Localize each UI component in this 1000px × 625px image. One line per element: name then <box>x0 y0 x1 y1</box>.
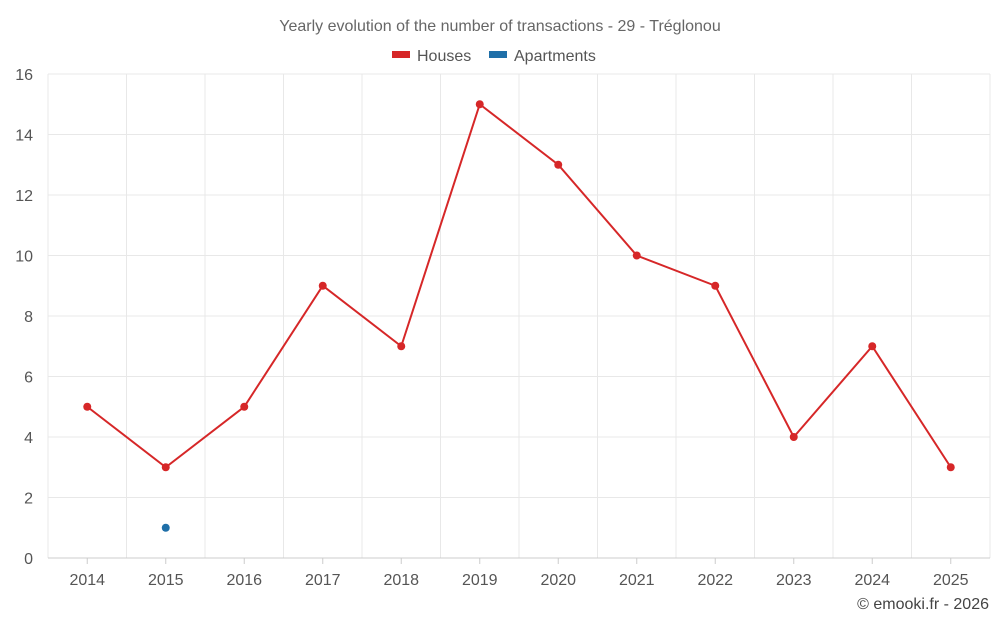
data-point-houses-2019[interactable] <box>475 100 484 109</box>
series-houses <box>83 100 955 472</box>
x-tick-label: 2017 <box>305 572 341 589</box>
x-axis: 2014 2015 2016 2017 2018 2019 2020 2021 2022 2023… <box>69 558 969 589</box>
data-point-houses-2017[interactable] <box>318 281 327 290</box>
y-tick-label: 2 <box>24 491 33 508</box>
legend: Houses Apartments <box>392 48 596 65</box>
x-tick-label: 2021 <box>619 572 655 589</box>
series <box>83 100 955 532</box>
data-point-houses-2018[interactable] <box>397 342 406 351</box>
data-point-houses-2024[interactable] <box>868 342 877 351</box>
y-tick-label: 6 <box>24 370 33 387</box>
y-tick-label: 14 <box>15 128 33 145</box>
data-point-apartments-2015[interactable] <box>161 523 170 532</box>
y-tick-label: 12 <box>15 188 33 205</box>
data-point-houses-2016[interactable] <box>240 402 249 411</box>
legend-swatch-houses[interactable] <box>392 51 410 58</box>
y-tick-label: 8 <box>24 309 33 326</box>
series-apartments <box>161 523 170 532</box>
y-tick-label: 16 <box>15 67 33 84</box>
legend-swatch-apartments[interactable] <box>489 51 507 58</box>
data-point-houses-2022[interactable] <box>711 281 720 290</box>
y-axis: 0 2 4 6 8 10 12 14 16 <box>15 67 33 568</box>
x-tick-label: 2023 <box>776 572 812 589</box>
series-line-houses <box>86 102 952 469</box>
grid <box>47 73 991 559</box>
x-tick-label: 2022 <box>697 572 733 589</box>
data-point-houses-2014[interactable] <box>83 402 92 411</box>
x-tick-label: 2014 <box>69 572 105 589</box>
x-tick-label: 2024 <box>854 572 890 589</box>
x-tick-label: 2020 <box>540 572 576 589</box>
data-point-houses-2023[interactable] <box>789 433 798 441</box>
x-tick-label: 2018 <box>383 572 419 589</box>
x-tick-label: 2019 <box>462 572 498 589</box>
data-point-houses-2025[interactable] <box>946 463 955 472</box>
x-tick-label: 2015 <box>148 572 184 589</box>
x-tick-label: 2025 <box>933 572 969 589</box>
y-tick-label: 0 <box>24 551 33 568</box>
x-tick-label: 2016 <box>226 572 262 589</box>
footer-credit: © emooki.fr - 2026 <box>857 596 989 613</box>
legend-label-houses[interactable]: Houses <box>417 48 471 65</box>
data-point-houses-2015[interactable] <box>161 463 170 472</box>
chart-title: Yearly evolution of the number of transa… <box>279 18 720 35</box>
data-point-houses-2021[interactable] <box>632 251 641 260</box>
y-tick-label: 10 <box>15 249 33 266</box>
legend-label-apartments[interactable]: Apartments <box>514 48 596 65</box>
y-tick-label: 4 <box>24 430 33 447</box>
data-point-houses-2020[interactable] <box>554 160 563 169</box>
